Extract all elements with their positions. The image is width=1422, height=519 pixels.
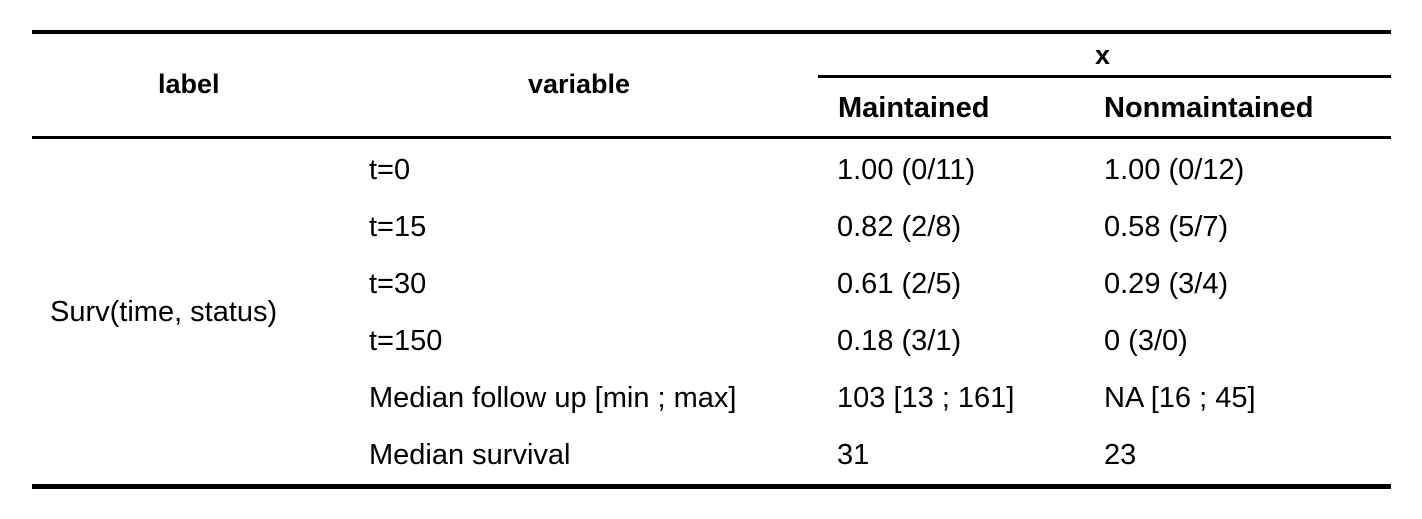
header-spanner: x: [1095, 40, 1111, 70]
row-variable: Median follow up [min ; max]: [369, 382, 737, 414]
row-variable: t=30: [369, 268, 427, 300]
row-maintained: 1.00 (0/11): [837, 154, 976, 186]
row-maintained: 0.18 (3/1): [837, 325, 962, 357]
header-label: label: [158, 69, 220, 99]
row-maintained: 0.61 (2/5): [837, 268, 962, 300]
header-rule: [32, 136, 1391, 139]
table-top-rule: [32, 30, 1391, 34]
row-variable: t=150: [369, 325, 443, 357]
row-nonmaintained: 0.29 (3/4): [1104, 268, 1229, 300]
header-maintained: Maintained: [838, 92, 990, 124]
row-maintained: 0.82 (2/8): [837, 211, 962, 243]
row-maintained: 103 [13 ; 161]: [837, 382, 1015, 414]
row-nonmaintained: 23: [1104, 439, 1137, 471]
table-bottom-rule: [32, 484, 1391, 489]
row-variable: t=0: [369, 154, 411, 186]
row-nonmaintained: 0 (3/0): [1104, 325, 1188, 357]
header-nonmaintained: Nonmaintained: [1104, 92, 1314, 124]
row-nonmaintained: 1.00 (0/12): [1104, 154, 1245, 186]
group-label: Surv(time, status): [50, 296, 278, 328]
row-variable: Median survival: [369, 439, 571, 471]
row-nonmaintained: 0.58 (5/7): [1104, 211, 1229, 243]
row-maintained: 31: [837, 439, 870, 471]
row-variable: t=15: [369, 211, 427, 243]
header-variable: variable: [528, 69, 631, 99]
spanner-rule: [818, 75, 1391, 78]
row-nonmaintained: NA [16 ; 45]: [1104, 382, 1256, 414]
